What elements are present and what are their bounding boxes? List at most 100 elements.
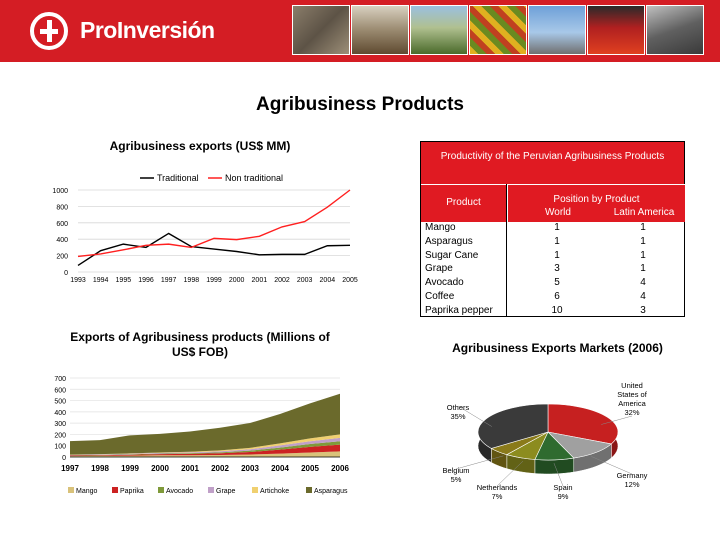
slice-value: 5% xyxy=(451,475,462,484)
y-tick-label: 700 xyxy=(54,376,66,383)
area-series xyxy=(70,437,340,456)
latam-cell: 1 xyxy=(640,222,646,233)
slice-label: Spain xyxy=(553,483,572,492)
area-chart: 0 100 200 300 400 500 600 700 1997 1998 1999 2000 20… xyxy=(54,376,349,495)
y-tick-label: 400 xyxy=(54,410,66,417)
latam-cell: 1 xyxy=(640,249,646,261)
x-tick-label: 2002 xyxy=(211,464,229,473)
legend-label: Paprika xyxy=(120,488,144,495)
x-tick-label: 2005 xyxy=(301,464,319,473)
product-cell: Grape xyxy=(425,263,453,275)
slice-label: Belgium xyxy=(442,466,469,475)
x-tick-label: 1999 xyxy=(121,464,139,473)
pie-chart-title: Agribusiness Exports Markets (2006) xyxy=(452,341,663,355)
x-tick-label: 2001 xyxy=(181,464,199,473)
x-tick-label: 1997 xyxy=(161,277,177,284)
x-tick-label: 1994 xyxy=(93,277,109,284)
y-tick-label: 300 xyxy=(54,421,66,428)
ruins-photo xyxy=(351,5,409,55)
legend-swatch xyxy=(68,487,74,493)
leader-line xyxy=(496,460,524,487)
table-row: Paprika pepper 10 3 xyxy=(421,304,684,318)
table-row: Grape 3 1 xyxy=(421,262,684,276)
product-cell: Mango xyxy=(425,222,456,233)
page-title: Agribusiness Products xyxy=(256,94,464,115)
y-tick-label: 500 xyxy=(54,399,66,406)
x-tick-label: 1993 xyxy=(70,277,86,284)
leader-line xyxy=(455,455,504,470)
x-tick-label: 1998 xyxy=(184,277,200,284)
line-chart: 0 200 400 600 800 1000 1993 1994 1995 1996 1997 199… xyxy=(52,173,358,284)
x-tick-label: 1995 xyxy=(116,277,132,284)
slice-value: 12% xyxy=(624,480,639,489)
legend-swatch xyxy=(208,487,214,493)
leader-line xyxy=(591,456,633,475)
world-cell: 1 xyxy=(554,249,560,261)
area-series xyxy=(70,393,340,455)
area-chart-title: Exports of Agribusiness products (Millio… xyxy=(70,330,330,359)
series-line xyxy=(77,189,351,258)
slice-value: 35% xyxy=(450,412,465,421)
line-chart-title: Agribusiness exports (US$ MM) xyxy=(109,139,291,153)
latam-cell: 4 xyxy=(640,290,646,302)
product-cell: Paprika pepper xyxy=(425,304,493,316)
legend-label: Non traditional xyxy=(225,173,283,183)
latam-cell: 3 xyxy=(640,304,646,316)
table-row: Coffee 6 4 xyxy=(421,290,684,304)
x-tick-label: 2005 xyxy=(342,277,358,284)
slice-label: Others xyxy=(447,403,470,412)
header-bar: ProInversión xyxy=(0,0,720,62)
slice-value: 7% xyxy=(492,492,503,501)
legend-swatch xyxy=(252,487,258,493)
product-cell: Asparagus xyxy=(425,235,473,247)
position-column-header: Position by Product xyxy=(553,194,640,205)
y-tick-label: 100 xyxy=(54,444,66,451)
table-row: Mango 1 1 xyxy=(421,221,684,235)
productivity-table: Productivity of the Peruvian Agribusines… xyxy=(420,141,685,317)
proinversion-logo-icon xyxy=(30,12,68,50)
slice-value: 9% xyxy=(558,492,569,501)
area-series xyxy=(70,441,340,456)
y-tick-label: 400 xyxy=(56,237,68,244)
y-tick-label: 1000 xyxy=(52,188,68,195)
pie-slice xyxy=(477,403,549,449)
x-tick-label: 1997 xyxy=(61,464,79,473)
y-tick-label: 600 xyxy=(56,221,68,228)
x-tick-label: 2003 xyxy=(241,464,259,473)
legend-label: Asparagus xyxy=(314,488,348,495)
legend-label: Artichoke xyxy=(260,488,289,495)
pie-slice xyxy=(547,403,619,445)
y-tick-label: 600 xyxy=(54,387,66,394)
leader-line xyxy=(553,462,564,487)
world-cell: 1 xyxy=(554,235,560,247)
x-tick-label: 2000 xyxy=(151,464,169,473)
slice-label: Netherlands xyxy=(477,483,518,492)
area-series xyxy=(70,451,340,457)
airplane-photo xyxy=(528,5,586,55)
road-photo xyxy=(646,5,704,55)
leader-line xyxy=(601,415,633,425)
legend-swatch xyxy=(112,487,118,493)
world-cell: 5 xyxy=(554,277,560,289)
latam-column-header: Latin America xyxy=(613,207,675,218)
peppers-photo xyxy=(587,5,645,55)
world-cell: 1 xyxy=(554,222,560,233)
latam-cell: 1 xyxy=(640,263,646,275)
series-line xyxy=(77,232,351,267)
product-column-header: Product xyxy=(446,197,481,208)
latam-cell: 1 xyxy=(640,235,646,247)
table-divider xyxy=(506,184,507,316)
legend-swatch xyxy=(306,487,312,493)
product-cell: Sugar Cane xyxy=(425,249,479,261)
legend-label: Mango xyxy=(76,488,98,495)
y-tick-label: 0 xyxy=(62,455,66,462)
x-tick-label: 1996 xyxy=(138,277,154,284)
legend-swatch xyxy=(158,487,164,493)
table-row: Sugar Cane 1 1 xyxy=(421,249,684,263)
y-tick-label: 0 xyxy=(64,270,68,277)
x-tick-label: 2002 xyxy=(274,277,290,284)
x-tick-label: 2004 xyxy=(271,464,289,473)
slice-label: United States of America xyxy=(617,381,648,408)
stone-wall-photo xyxy=(292,5,350,55)
